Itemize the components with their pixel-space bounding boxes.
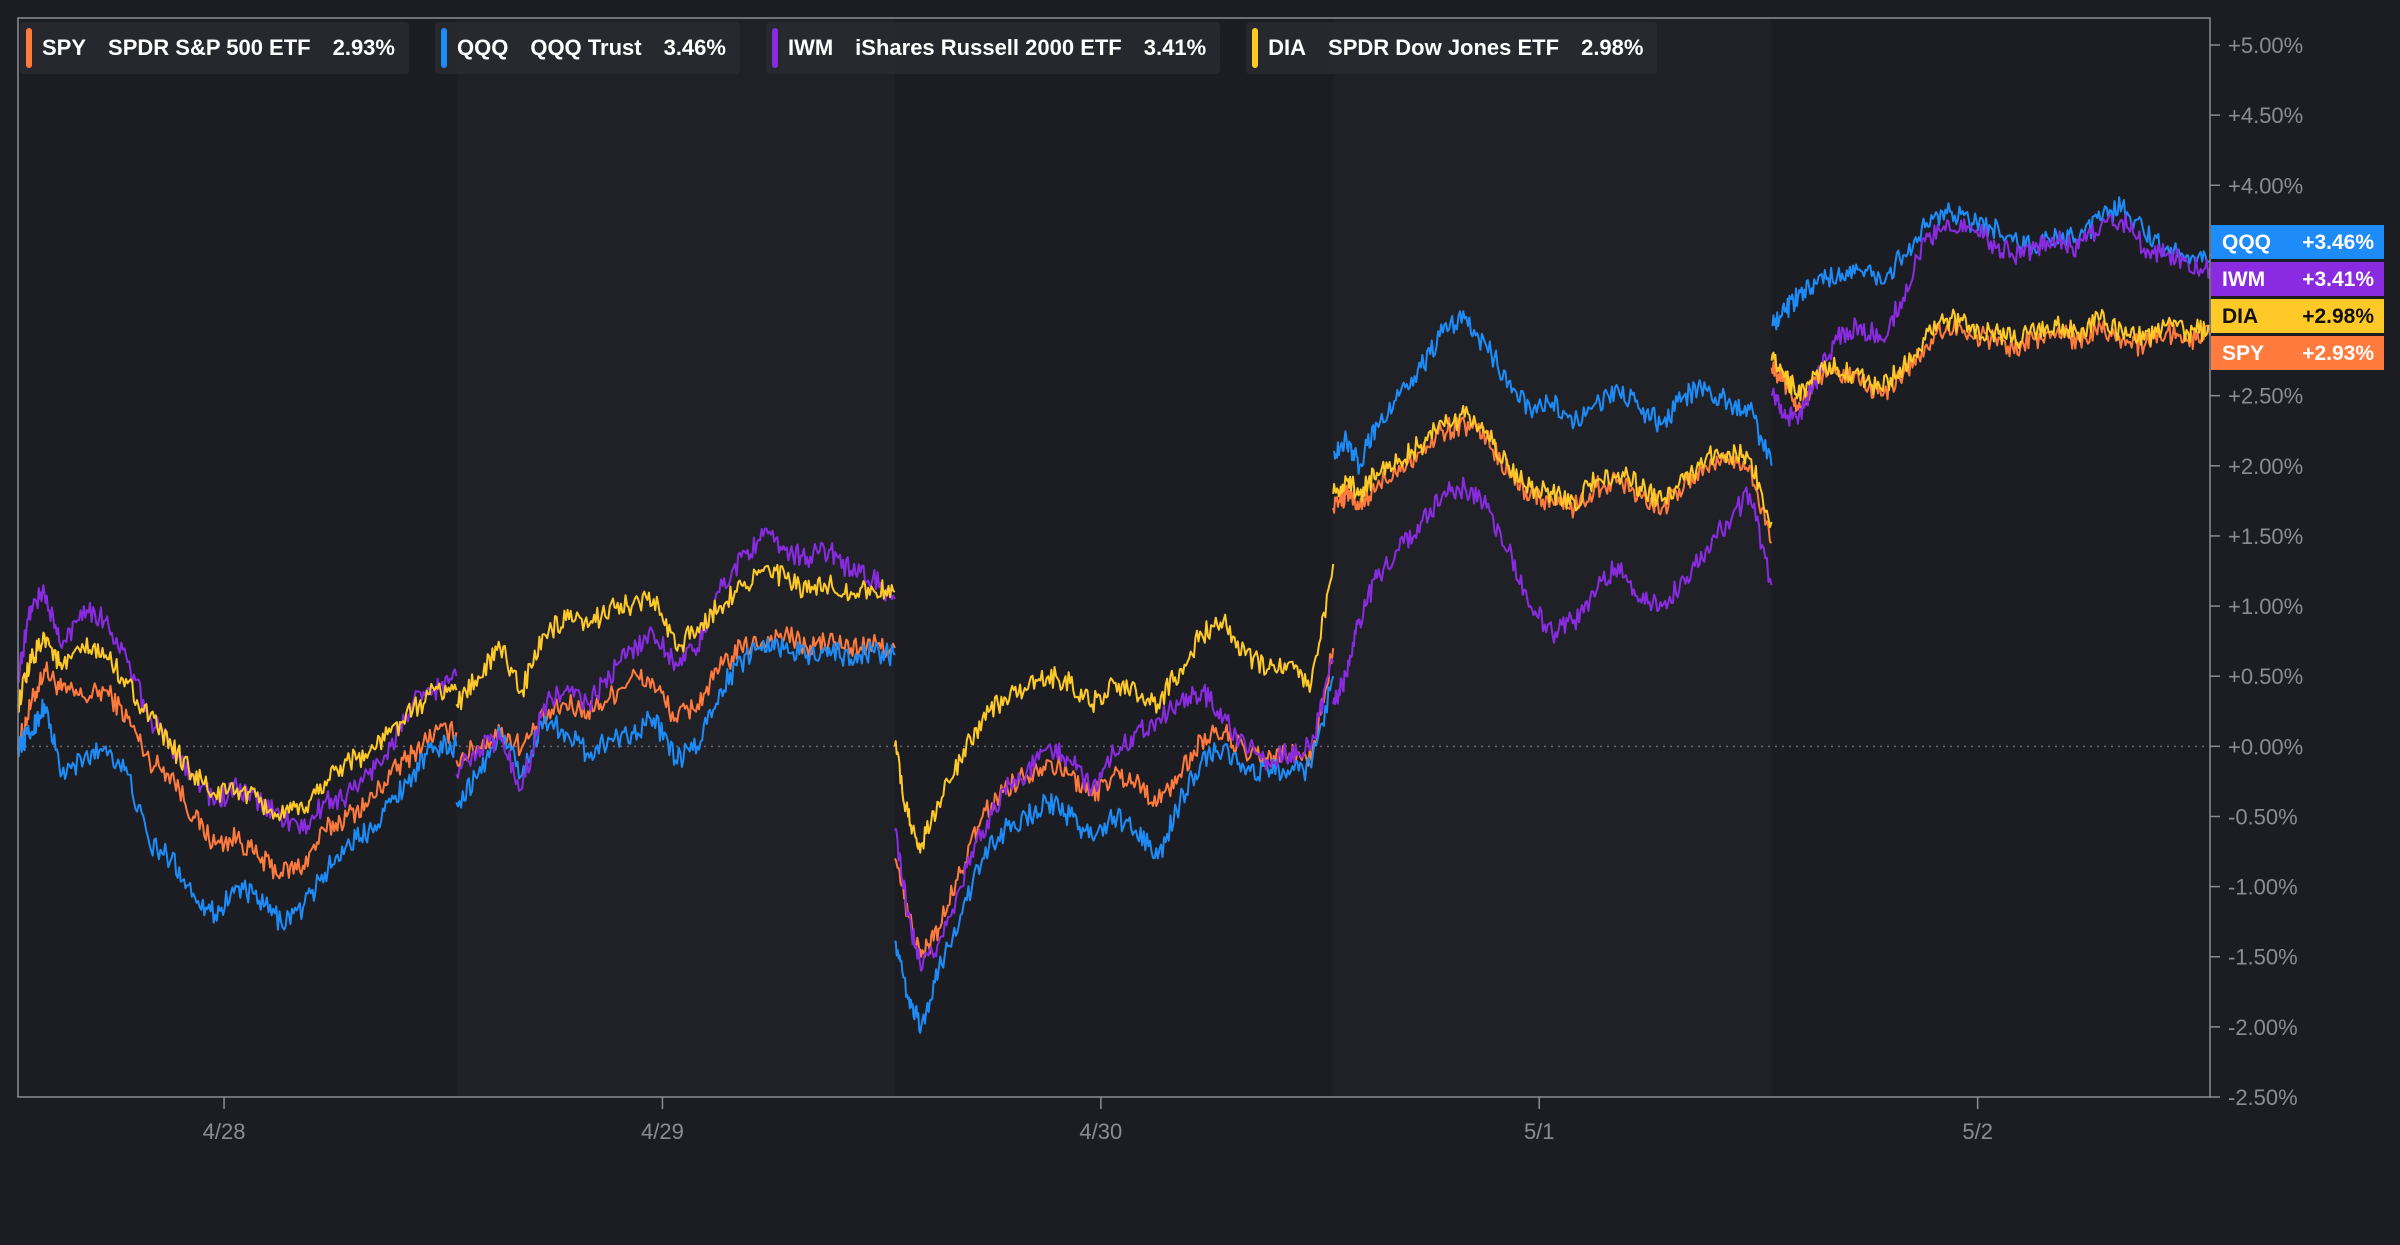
value-tag-symbol: IWM [2222, 268, 2265, 291]
series-line-qqq [894, 675, 1335, 1034]
series-line-iwm [17, 584, 458, 835]
x-tick-label: 4/29 [641, 1119, 684, 1144]
y-tick-label: +0.00% [2228, 734, 2303, 759]
series-line-dia [1770, 308, 2211, 402]
series-line-dia [17, 631, 458, 822]
legend-item-spy[interactable]: SPY SPDR S&P 500 ETF 2.93% [20, 22, 409, 74]
legend-name: QQQ Trust [530, 35, 642, 60]
value-tag-value: +2.93% [2302, 342, 2374, 365]
value-tag-bg [2211, 225, 2384, 259]
series-line-dia [893, 563, 1335, 854]
series-line-spy [1332, 416, 1773, 544]
series-line-spy [17, 661, 458, 880]
legend-name: SPDR Dow Jones ETF [1328, 35, 1560, 60]
series-line-iwm [1332, 476, 1773, 706]
x-tick-label: 5/1 [1524, 1119, 1555, 1144]
x-axis-ticks: 4/28 4/29 4/30 5/1 5/2 [203, 1097, 1993, 1144]
day-band [1771, 18, 2210, 1097]
legend-symbol: QQQ [456, 35, 509, 60]
series-line-dia [455, 563, 896, 711]
axes [17, 17, 2211, 1098]
series-line-qqq [1333, 310, 1773, 475]
series-line-qqq [455, 637, 896, 809]
series-line-qqq [17, 698, 458, 931]
value-tag-bg [2211, 299, 2384, 333]
y-tick-label: -1.50% [2228, 945, 2298, 970]
legend-symbol: DIA [1268, 35, 1307, 60]
plot-frame [17, 17, 2211, 1098]
y-tick-label: -2.50% [2228, 1085, 2298, 1110]
value-tag-symbol: SPY [2222, 342, 2264, 365]
legend-swatch-dia [1252, 28, 1259, 68]
series-line-iwm [455, 527, 896, 792]
y-tick-label: +1.00% [2228, 594, 2303, 619]
y-tick-label: +4.50% [2228, 103, 2303, 128]
y-tick-label: +0.50% [2228, 664, 2303, 689]
legend-swatch-spy [26, 28, 32, 68]
day-band [1333, 18, 1772, 1097]
series-line-spy [455, 626, 896, 768]
legend-symbol: SPY [42, 35, 87, 60]
legend-change: 3.41% [1143, 35, 1207, 60]
legend-name: SPDR S&P 500 ETF [108, 35, 311, 60]
legend-change: 2.93% [332, 35, 395, 60]
legend-change: 3.46% [663, 35, 726, 60]
legend-swatch-qqq [440, 28, 447, 68]
value-tag-symbol: DIA [2222, 305, 2258, 328]
legend-swatch-iwm [771, 28, 778, 68]
value-tag-bg [2211, 336, 2384, 370]
series-line-dia [1332, 405, 1773, 529]
legend-name: iShares Russell 2000 ETF [855, 35, 1122, 60]
y-tick-label: +2.50% [2228, 384, 2303, 409]
legend-item-qqq[interactable]: QQQ QQQ Trust 3.46% [434, 22, 740, 74]
day-bands [18, 18, 2210, 1097]
y-tick-label: -1.00% [2228, 875, 2298, 900]
legend: SPY SPDR S&P 500 ETF 2.93% QQQ QQQ Trust… [20, 22, 1658, 74]
day-band [18, 18, 457, 1097]
series-lines [17, 196, 2211, 1034]
legend-item-dia[interactable]: DIA SPDR Dow Jones ETF 2.98% [1246, 22, 1658, 74]
y-tick-label: -0.50% [2228, 804, 2298, 829]
value-tag-value: +2.98% [2302, 305, 2374, 328]
value-tags: QQQ +3.46% IWM +3.41% DIA +2.98% SPY +2.93% [2211, 225, 2384, 370]
series-line-spy [1770, 318, 2211, 413]
x-tick-label: 4/30 [1079, 1119, 1122, 1144]
legend-item-iwm[interactable]: IWM iShares Russell 2000 ETF 3.41% [765, 22, 1221, 74]
y-axis-ticks: +5.00% +4.50% +4.00% +2.50% +2.00% +1.50% +1.0… [2210, 33, 2303, 1110]
y-tick-label: +4.00% [2228, 173, 2303, 198]
y-tick-label: +1.50% [2228, 524, 2303, 549]
value-tag-bg [2211, 262, 2384, 296]
x-tick-label: 4/28 [203, 1119, 246, 1144]
value-tag-symbol: QQQ [2222, 231, 2271, 254]
y-tick-label: +5.00% [2228, 33, 2303, 58]
legend-change: 2.98% [1581, 35, 1644, 60]
day-band [894, 18, 1334, 1097]
y-tick-label: -2.00% [2228, 1015, 2298, 1040]
value-tag-value: +3.41% [2302, 268, 2374, 291]
value-tag-value: +3.46% [2302, 231, 2374, 254]
y-tick-label: +2.00% [2228, 454, 2303, 479]
day-band [456, 18, 895, 1097]
series-line-iwm [1770, 213, 2211, 427]
x-tick-label: 5/2 [1962, 1119, 1993, 1144]
series-line-iwm [893, 657, 1335, 972]
legend-symbol: IWM [787, 35, 834, 60]
